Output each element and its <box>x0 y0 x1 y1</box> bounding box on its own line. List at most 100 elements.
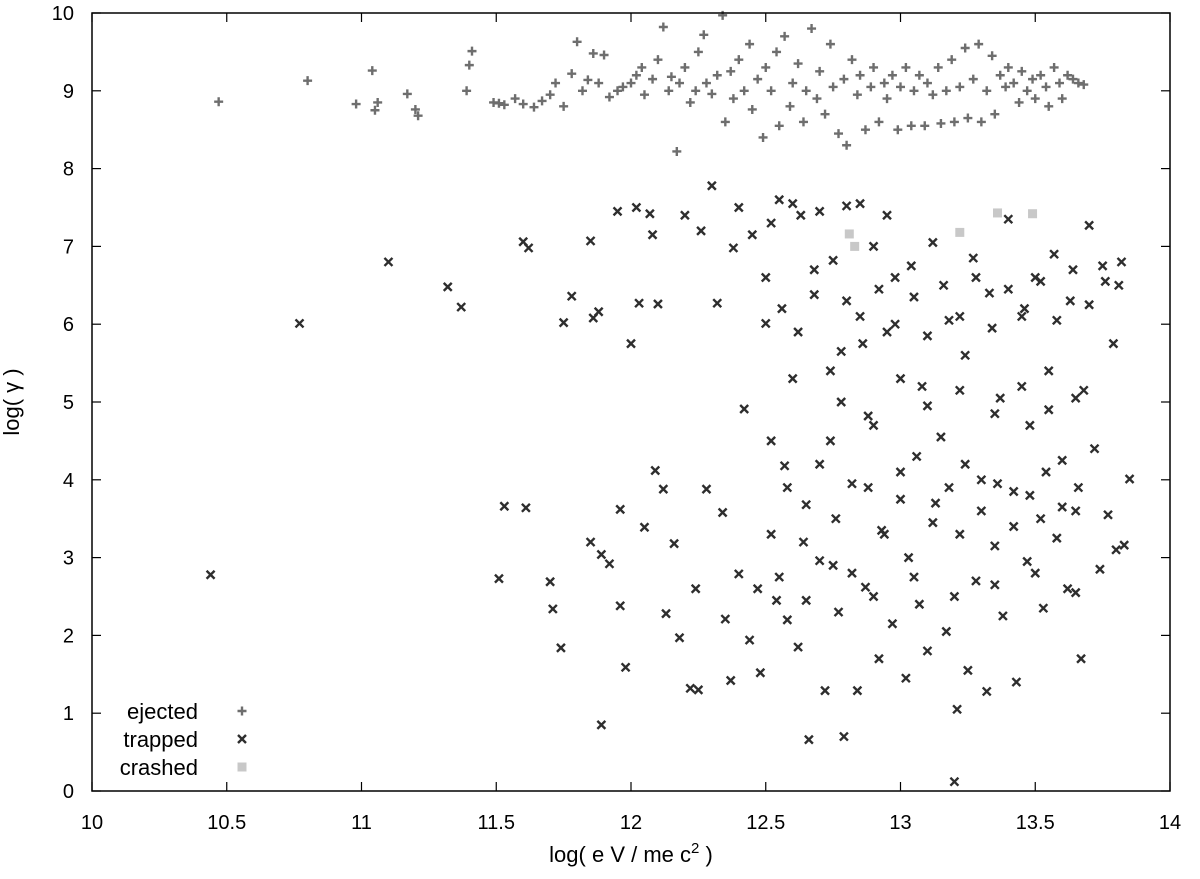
point-ejected <box>893 125 903 135</box>
point-ejected <box>990 109 1000 119</box>
point-ejected <box>1036 70 1046 80</box>
point-ejected <box>467 46 477 56</box>
point-trapped <box>696 225 706 236</box>
point-trapped <box>1049 249 1059 260</box>
point-ejected <box>906 121 916 131</box>
point-trapped <box>995 393 1006 403</box>
point-trapped <box>596 720 607 730</box>
point-trapped <box>1111 544 1121 555</box>
point-trapped <box>1035 276 1046 287</box>
point-trapped <box>922 331 933 341</box>
point-ejected <box>828 82 838 92</box>
point-trapped <box>1025 490 1035 501</box>
point-ejected <box>1030 94 1040 104</box>
point-ejected <box>798 117 808 127</box>
point-trapped <box>936 432 946 442</box>
x-tick-label: 10 <box>81 812 103 834</box>
point-ejected <box>464 60 474 70</box>
point-ejected <box>1022 86 1032 96</box>
point-trapped <box>981 686 992 697</box>
point-trapped <box>971 576 981 586</box>
point-ejected <box>947 55 957 65</box>
point-trapped <box>971 272 981 283</box>
point-trapped <box>890 319 900 330</box>
point-trapped <box>922 401 933 411</box>
point-trapped <box>1116 257 1127 267</box>
point-ejected <box>510 94 520 104</box>
point-ejected <box>801 86 811 96</box>
point-trapped <box>494 573 504 584</box>
point-trapped <box>631 202 642 213</box>
point-trapped <box>795 210 806 221</box>
point-trapped <box>733 202 744 213</box>
point-trapped <box>963 665 973 676</box>
point-trapped <box>895 373 906 384</box>
point-ejected <box>949 117 959 127</box>
point-ejected <box>920 121 930 131</box>
point-ejected <box>855 70 865 80</box>
point-trapped <box>952 704 962 715</box>
point-trapped <box>205 569 216 580</box>
point-ejected <box>537 96 547 106</box>
point-trapped <box>989 408 1000 419</box>
point-ejected <box>1017 66 1027 76</box>
point-ejected <box>410 104 420 114</box>
point-trapped <box>782 482 793 493</box>
point-trapped <box>828 255 838 266</box>
y-tick-label: 2 <box>63 625 74 647</box>
point-trapped <box>693 685 704 695</box>
point-ejected <box>995 70 1005 80</box>
point-trapped <box>669 538 679 549</box>
point-trapped <box>914 599 925 610</box>
point-trapped <box>661 608 671 619</box>
legend-marker-trapped <box>237 734 247 744</box>
point-ejected <box>1057 94 1067 104</box>
point-ejected <box>774 121 784 131</box>
point-crashed <box>1028 209 1038 219</box>
point-trapped <box>976 474 987 485</box>
point-ejected <box>303 76 313 86</box>
point-ejected <box>658 22 668 32</box>
point-trapped <box>954 385 965 396</box>
point-trapped <box>766 218 776 228</box>
point-trapped <box>1084 299 1094 310</box>
point-ejected <box>1014 97 1024 107</box>
point-trapped <box>1016 311 1027 322</box>
point-ejected <box>834 129 844 139</box>
point-trapped <box>647 229 658 240</box>
point-trapped <box>833 607 844 617</box>
point-ejected <box>882 94 892 104</box>
point-trapped <box>1041 467 1051 477</box>
point-ejected <box>936 118 946 128</box>
point-trapped <box>787 198 798 209</box>
point-trapped <box>294 318 305 329</box>
point-trapped <box>760 318 771 329</box>
point-trapped <box>626 338 636 349</box>
point-trapped <box>809 289 820 300</box>
point-ejected <box>772 47 782 57</box>
point-ejected <box>529 102 539 112</box>
point-trapped <box>612 206 623 217</box>
point-trapped <box>890 272 900 283</box>
point-trapped <box>1062 583 1073 594</box>
point-trapped <box>523 243 534 253</box>
point-trapped <box>701 484 712 494</box>
point-ejected <box>653 55 663 65</box>
point-trapped <box>725 675 736 686</box>
point-trapped <box>547 604 558 614</box>
point-ejected <box>685 97 695 107</box>
point-ejected <box>499 100 509 110</box>
point-trapped <box>1038 603 1049 614</box>
point-ejected <box>793 59 803 69</box>
point-trapped <box>841 296 852 306</box>
y-tick-label: 10 <box>52 3 74 25</box>
point-trapped <box>766 436 776 446</box>
series-ejected <box>214 10 1089 156</box>
point-trapped <box>960 350 971 361</box>
point-trapped <box>604 558 615 569</box>
point-trapped <box>1051 533 1062 543</box>
point-ejected <box>413 111 423 121</box>
point-trapped <box>960 459 971 470</box>
point-ejected <box>1009 78 1019 88</box>
